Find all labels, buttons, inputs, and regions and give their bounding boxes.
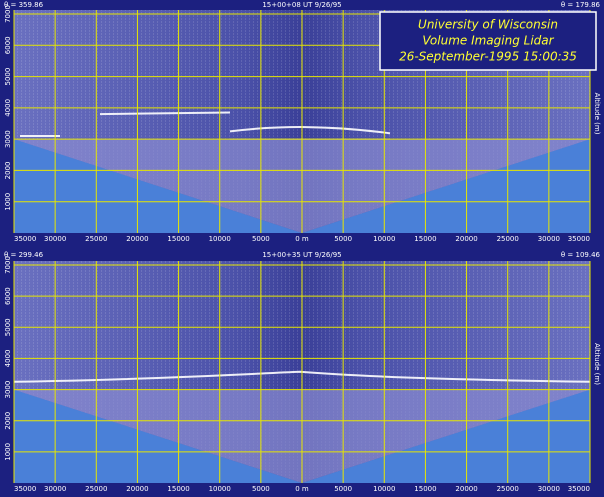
y-tick-label: 3000	[4, 381, 12, 399]
title-line: 26-September-1995 15:00:35	[399, 50, 577, 64]
y-tick-label: 5000	[4, 318, 12, 336]
y-tick-label: 4000	[4, 99, 12, 117]
y-tick-label: 7000	[4, 5, 12, 23]
x-tick-label: 10000	[373, 485, 395, 493]
blocked-region	[14, 389, 302, 483]
x-tick-label: 25000	[497, 485, 519, 493]
x-tick-label: 5000	[334, 235, 352, 243]
y-tick-label: 1000	[4, 193, 12, 211]
y-tick-label: 4000	[4, 350, 12, 368]
x-tick-label: 15000	[167, 485, 189, 493]
x-tick-label: 35000	[14, 485, 36, 493]
y-tick-label: 6000	[4, 36, 12, 54]
header-center: 15+00+35 UT 9/26/95	[262, 251, 341, 259]
header-left: θ = 359.86	[4, 1, 44, 9]
x-tick-label: 15000	[167, 235, 189, 243]
x-tick-label: 5000	[334, 485, 352, 493]
x-tick-label: 10000	[373, 235, 395, 243]
y-axis-label: Altitude (m)	[593, 93, 601, 135]
x-tick-label: 10000	[209, 235, 231, 243]
x-tick-label: 5000	[252, 485, 270, 493]
y-tick-label: 2000	[4, 162, 12, 180]
header-right: θ = 179.86	[561, 1, 601, 9]
x-tick-label: 30000	[44, 485, 66, 493]
x-tick-label: 0 m	[295, 235, 309, 243]
x-tick-label: 25000	[85, 485, 107, 493]
x-tick-label: 15000	[414, 485, 436, 493]
x-tick-label: 30000	[538, 235, 560, 243]
y-tick-label: 1000	[4, 443, 12, 461]
x-tick-label: 20000	[455, 235, 477, 243]
blocked-region	[302, 389, 590, 483]
y-tick-label: 2000	[4, 412, 12, 430]
x-tick-label: 30000	[538, 485, 560, 493]
title-line: University of Wisconsin	[418, 18, 558, 32]
cloud-base	[13, 370, 591, 383]
header-left: θ = 299.46	[4, 251, 44, 259]
x-tick-label: 25000	[497, 235, 519, 243]
x-tick-label: 25000	[85, 235, 107, 243]
x-tick-label: 20000	[126, 485, 148, 493]
header-center: 15+00+08 UT 9/26/95	[262, 1, 341, 9]
x-tick-label: 5000	[252, 235, 270, 243]
x-tick-label: 30000	[44, 235, 66, 243]
header-right: θ = 109.46	[561, 251, 601, 259]
x-tick-label: 20000	[126, 235, 148, 243]
x-tick-label: 20000	[455, 485, 477, 493]
x-tick-label: 15000	[414, 235, 436, 243]
cloud-base	[20, 111, 391, 138]
title-box-frame	[379, 11, 597, 71]
title-line: Volume Imaging Lidar	[422, 34, 554, 48]
x-tick-label: 10000	[209, 485, 231, 493]
y-tick-label: 7000	[4, 256, 12, 274]
y-tick-label: 3000	[4, 130, 12, 148]
x-tick-label: 0 m	[295, 485, 309, 493]
x-tick-label: 35000	[568, 485, 590, 493]
y-axis-label: Altitude (m)	[593, 343, 601, 385]
y-tick-label: 6000	[4, 287, 12, 305]
y-tick-label: 5000	[4, 68, 12, 86]
x-tick-label: 35000	[14, 235, 36, 243]
title-box: University of Wisconsin Volume Imaging Li…	[379, 11, 597, 71]
x-tick-label: 35000	[568, 235, 590, 243]
